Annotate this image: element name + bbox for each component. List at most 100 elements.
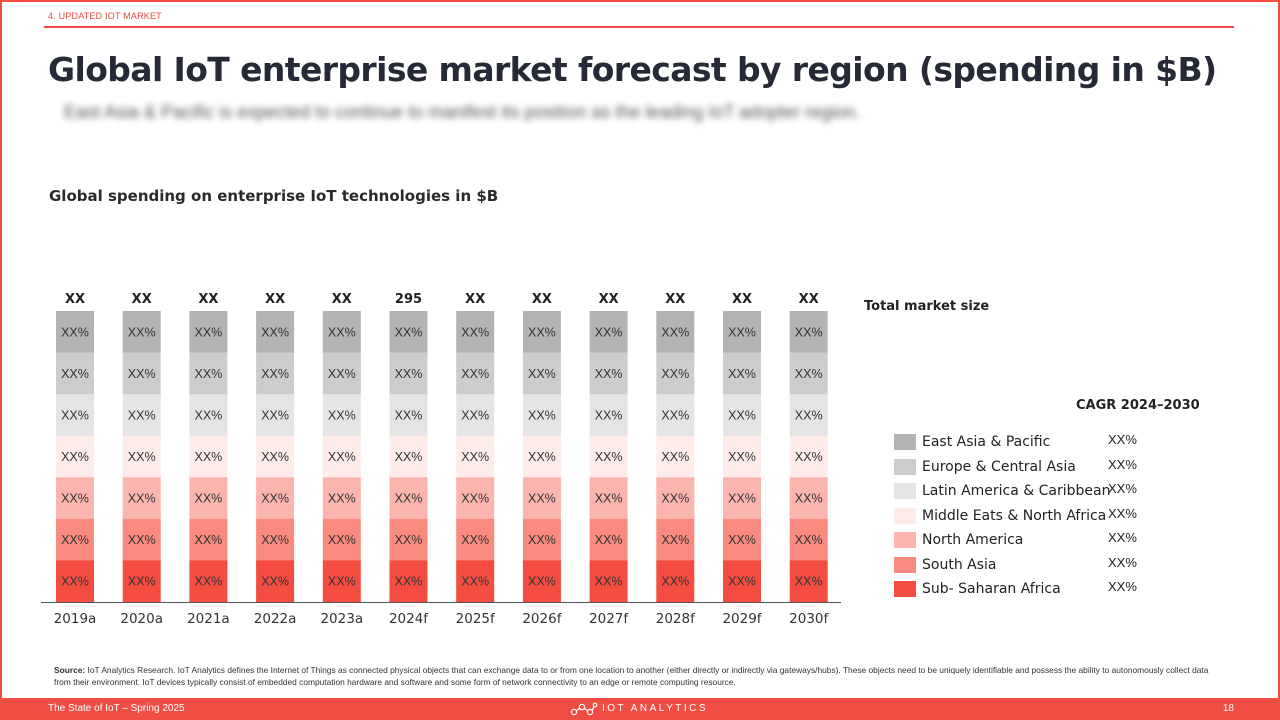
segment-data-label: XX% [261,367,289,381]
bar-segment [122,352,161,395]
bar-segment [56,435,94,478]
bar-segment [389,477,428,520]
bar-segment [723,477,761,520]
segment-data-label: XX% [195,492,223,506]
segment-data-label: XX% [261,492,289,506]
bar-segment [189,560,228,603]
bar-segment [723,435,761,478]
legend-item: South Asia XX% [894,555,1194,575]
segment-data-label: XX% [395,533,423,547]
page-number: 18 [1222,703,1234,714]
legend-swatch [894,458,916,475]
segment-data-label: XX% [461,325,489,339]
x-tick-label: 2027f [589,611,629,627]
segment-data-label: XX% [195,575,223,589]
bar-segment [789,560,828,603]
bar-segment [723,560,761,603]
segment-data-label: XX% [661,575,689,589]
segment-data-label: XX% [528,408,556,422]
bar-segment [522,560,561,603]
header-rule [44,26,1234,28]
segment-data-label: XX% [128,575,156,589]
bar-segment [256,352,295,395]
segment-data-label: XX% [528,533,556,547]
segment-data-label: XX% [661,408,689,422]
segment-data-label: XX% [128,367,156,381]
bar-segment [322,352,361,395]
legend-label: Sub- Saharan Africa [922,581,1061,597]
bar-segment [122,518,161,561]
bar-segment [389,560,428,603]
segment-data-label: XX% [395,575,423,589]
legend-cagr-value: XX% [1108,579,1137,594]
segment-data-label: XX% [61,492,89,506]
bar-segment [589,435,628,478]
segment-data-label: XX% [61,533,89,547]
segment-data-label: XX% [661,325,689,339]
segment-data-label: XX% [728,533,756,547]
section-tag: 4. UPDATED IOT MARKET [48,11,162,21]
bar-segment [56,560,94,603]
segment-data-label: XX% [795,408,823,422]
bar-total-label: XX [132,292,152,307]
legend-swatch [894,507,916,524]
bar-segment [723,394,761,437]
legend-swatch [894,556,916,573]
bar-segment [456,352,495,395]
bar-segment [656,518,695,561]
segment-data-label: XX% [395,367,423,381]
legend-swatch [894,483,916,499]
segment-data-label: XX% [595,492,623,506]
segment-data-label: XX% [795,575,823,589]
bar-segment [122,435,161,478]
legend-item: Latin America & Caribbean XX% [894,481,1194,501]
bar-segment [789,311,828,353]
segment-data-label: XX% [61,325,89,339]
source-label: Source: [54,665,86,675]
legend-item: Sub- Saharan Africa XX% [894,579,1194,599]
segment-data-label: XX% [128,325,156,339]
segment-data-label: XX% [328,575,356,589]
bar-segment [589,477,628,520]
segment-data-label: XX% [328,325,356,339]
segment-data-label: XX% [728,492,756,506]
bar-segment [789,394,828,437]
segment-data-label: XX% [61,575,89,589]
segment-data-label: XX% [728,408,756,422]
bar-segment [322,311,361,353]
bar-segment [122,311,161,353]
x-tick-label: 2026f [522,611,562,627]
bar-segment [522,518,561,561]
segment-data-label: XX% [528,575,556,589]
segment-data-label: XX% [661,450,689,464]
segment-data-label: XX% [728,325,756,339]
segment-data-label: XX% [61,450,89,464]
bar-segment [589,394,628,437]
source-text: IoT Analytics Research. IoT Analytics de… [54,665,1209,687]
bar-segment [522,477,561,520]
footer-report-title: The State of IoT – Spring 2025 [48,703,185,714]
legend-label: North America [922,532,1024,548]
bar-segment [322,560,361,603]
bar-segment [456,394,495,437]
segment-data-label: XX% [728,367,756,381]
bar-segment [256,311,295,353]
bar-segment [723,311,761,353]
bar-total-label: XX [65,292,85,307]
x-tick-label: 2023a [320,611,363,627]
x-tick-label: 2029f [722,611,762,627]
bar-total-label: XX [198,292,218,307]
bar-segment [122,477,161,520]
legend-item: Europe & Central Asia XX% [894,457,1194,477]
segment-data-label: XX% [528,492,556,506]
x-tick-label: 2021a [187,611,230,627]
bar-segment [589,560,628,603]
segment-data-label: XX% [595,533,623,547]
segment-data-label: XX% [795,367,823,381]
bar-segment [389,518,428,561]
bar-segment [456,560,495,603]
segment-data-label: XX% [528,367,556,381]
segment-data-label: XX% [61,367,89,381]
segment-data-label: XX% [795,450,823,464]
legend-item: East Asia & Pacific XX% [894,432,1194,452]
